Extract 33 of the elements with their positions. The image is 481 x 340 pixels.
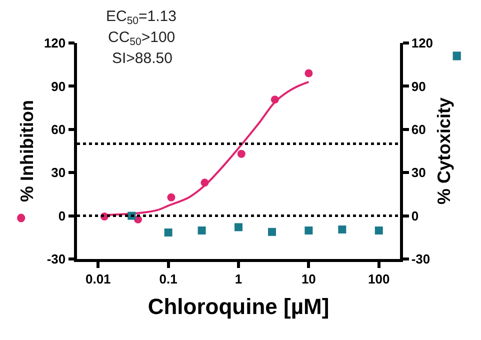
point bbox=[304, 69, 313, 78]
text: EC$_{50}$=1.13 bbox=[106, 8, 176, 28]
y2-tick-label: 60 bbox=[411, 122, 426, 137]
x-tick-label: 0.01 bbox=[85, 271, 111, 286]
x-tick-label: 10 bbox=[301, 271, 316, 286]
point bbox=[167, 193, 176, 202]
x-axis-title: Chloroquine [µM] bbox=[148, 294, 330, 320]
x-tick-label: 0.1 bbox=[159, 271, 178, 286]
y-tick-label: 30 bbox=[51, 165, 66, 180]
y2-tick-label: -30 bbox=[411, 252, 430, 267]
x-tick-label: 1 bbox=[234, 271, 242, 286]
x-tick-label: 100 bbox=[368, 271, 390, 286]
y2-tick-label: 120 bbox=[411, 36, 434, 51]
y2-tick-label: 90 bbox=[411, 78, 426, 94]
point bbox=[237, 150, 246, 158]
y-tick-label: 0 bbox=[58, 208, 66, 224]
y-tick-label: 60 bbox=[51, 122, 66, 137]
y2-tick-label: 30 bbox=[411, 165, 426, 180]
point bbox=[338, 225, 346, 234]
annotation: SI>88.50 bbox=[112, 50, 172, 67]
y2-axis-title: % Cytoxicity bbox=[434, 97, 454, 205]
point bbox=[234, 223, 242, 232]
y2-tick-label: 0 bbox=[411, 208, 419, 224]
y-tick-label: -30 bbox=[46, 252, 66, 267]
point bbox=[374, 226, 383, 234]
point bbox=[304, 226, 313, 234]
y-tick-label: 120 bbox=[44, 36, 66, 51]
point bbox=[164, 228, 172, 236]
point bbox=[198, 226, 206, 234]
y-axis-title: % Inhibition bbox=[17, 100, 38, 202]
annotation: CC$_{50}$>100 bbox=[108, 29, 176, 48]
point bbox=[268, 228, 276, 236]
y-tick-label: 90 bbox=[51, 78, 66, 94]
